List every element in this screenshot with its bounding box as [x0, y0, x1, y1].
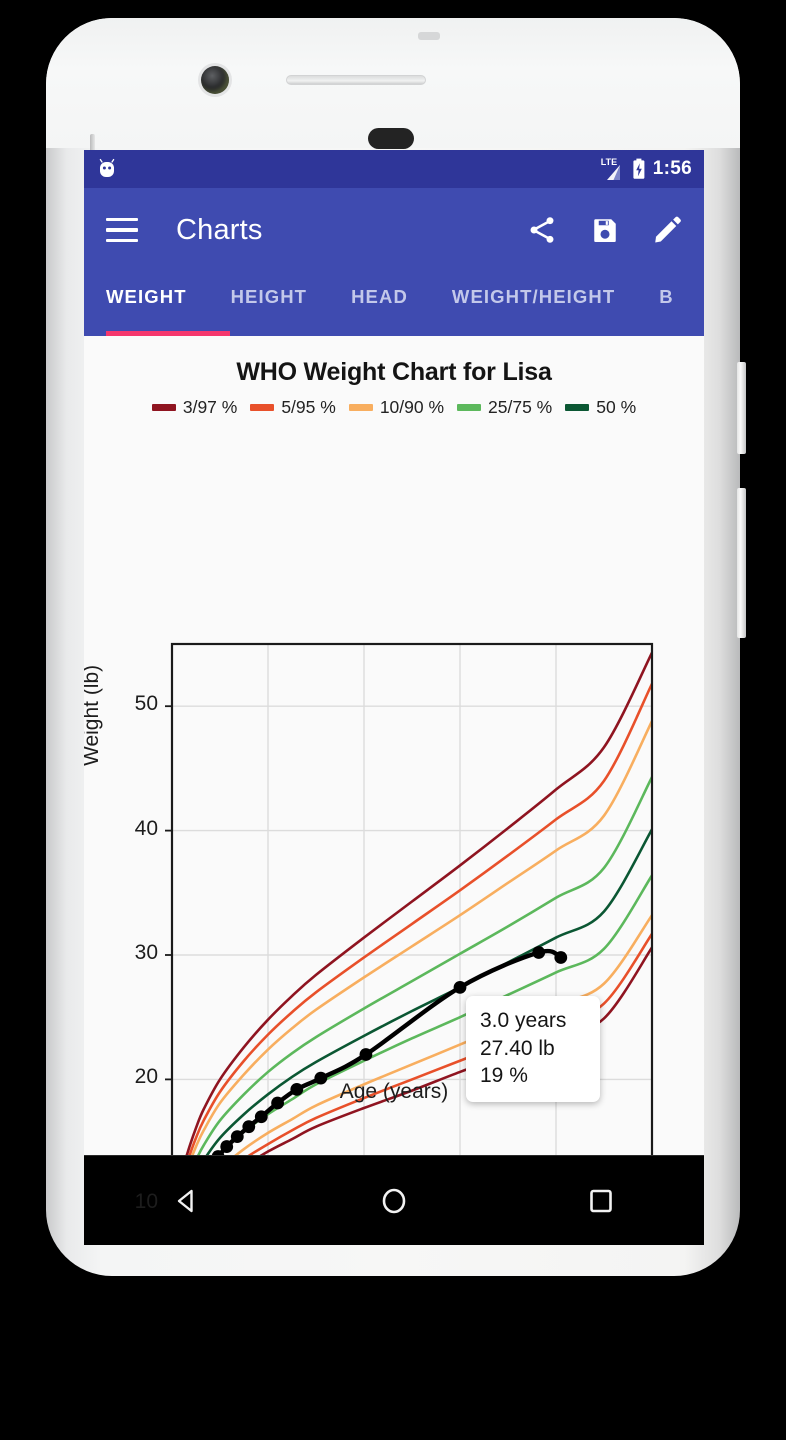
recents-square-icon[interactable] [584, 1184, 618, 1218]
y-axis-label: Weight (lb) [84, 664, 103, 766]
growth-chart-plot[interactable] [84, 336, 704, 1155]
x-axis-label: Age (years) [339, 1080, 449, 1103]
tab-weight[interactable]: WEIGHT [106, 286, 187, 307]
proximity-sensor [368, 128, 414, 149]
tab-bar: WEIGHT HEIGHT HEAD WEIGHT/HEIGHT B [84, 272, 704, 336]
legend-item: 3/97 % [151, 397, 238, 418]
android-nav-bar [84, 1155, 704, 1245]
y-tick-label: 10 [134, 1189, 158, 1213]
legend-item: 5/95 % [250, 397, 336, 418]
home-circle-icon[interactable] [377, 1184, 411, 1218]
hamburger-menu-icon[interactable] [106, 217, 138, 243]
share-icon[interactable] [526, 214, 558, 246]
legend-label: 25/75 % [488, 397, 553, 417]
y-tick-label: 30 [134, 941, 158, 964]
save-icon[interactable] [590, 215, 620, 245]
tab-weight-height[interactable]: WEIGHT/HEIGHT [451, 286, 616, 307]
status-bar: LTE 1:56 [84, 150, 704, 188]
legend-label: 5/95 % [281, 397, 336, 417]
legend-swatch [348, 404, 373, 411]
legend-label: 50 % [596, 397, 637, 417]
page-title: Charts [176, 213, 263, 246]
chart-title: WHO Weight Chart for Lisa [236, 358, 552, 386]
lte-label: LTE [600, 157, 618, 167]
power-button[interactable] [737, 362, 746, 454]
y-tick-label: 50 [134, 692, 158, 716]
tooltip-percentile: 19 % [480, 1064, 528, 1088]
earpiece-speaker [286, 75, 426, 85]
data-point-tooltip[interactable]: 3.0 years 27.40 lb 19 % [466, 996, 600, 1103]
android-robot-icon [96, 158, 118, 180]
y-tick-label: 20 [134, 1065, 158, 1089]
battery-charging-icon [632, 158, 646, 180]
phone-screen: LTE 1:56 [84, 150, 704, 1245]
legend-label: 3/97 % [182, 397, 238, 417]
app-bar: Charts [84, 188, 704, 272]
lte-signal-icon: LTE [600, 157, 625, 180]
legend-swatch [565, 404, 590, 411]
legend-label: 10/90 % [379, 397, 445, 417]
edit-icon[interactable] [652, 215, 682, 245]
tab-head[interactable]: HEAD [351, 286, 408, 307]
front-camera-icon [201, 66, 229, 94]
legend-item: 10/90 % [348, 397, 445, 418]
legend-item: 25/75 % [457, 397, 552, 418]
legend-swatch [457, 404, 482, 411]
status-bar-clock: 1:56 [652, 158, 692, 179]
tab-active-indicator [106, 331, 230, 336]
tooltip-weight: 27.40 lb [480, 1036, 555, 1060]
legend-swatch [151, 404, 176, 411]
chart-legend: 3/97 % 5/95 % 10/90 % 25/75 % 50 % [84, 397, 704, 418]
phone-top-strip [418, 32, 440, 40]
tab-bmi[interactable]: B [659, 286, 674, 307]
tooltip-age: 3.0 years [480, 1009, 567, 1032]
y-tick-label: 40 [134, 816, 158, 840]
legend-item: 50 % [565, 397, 636, 418]
chart-container: WHO Weight Chart for Lisa 3/97 % 5/95 % … [84, 336, 704, 1213]
back-triangle-icon[interactable] [170, 1184, 204, 1218]
legend-swatch [250, 404, 275, 411]
app-bar-actions [526, 214, 682, 246]
volume-button[interactable] [737, 488, 746, 638]
tab-height[interactable]: HEIGHT [230, 286, 308, 307]
